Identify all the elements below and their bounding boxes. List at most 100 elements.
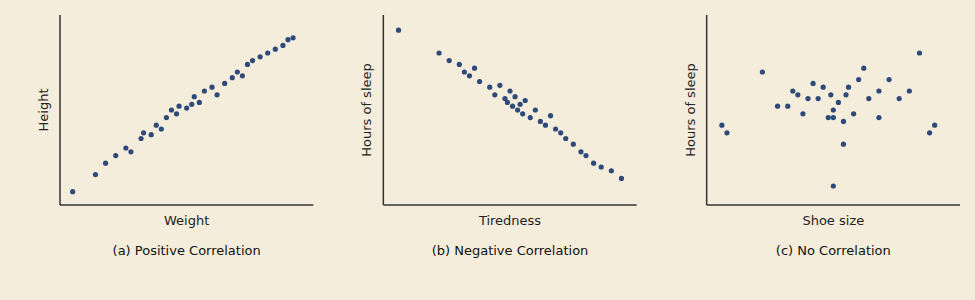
point — [250, 58, 255, 63]
point — [518, 102, 523, 107]
point — [558, 130, 563, 135]
caption: (a) Positive Correlation — [113, 243, 261, 258]
point — [436, 50, 441, 55]
panel: Shoe size Hours of sleep (c) No Correlatio… — [683, 15, 960, 258]
x-axis — [383, 204, 636, 206]
point — [154, 123, 159, 128]
point — [192, 94, 197, 99]
point — [280, 43, 285, 48]
points — [396, 28, 624, 181]
point — [619, 176, 624, 181]
x-axis — [707, 204, 960, 206]
point — [447, 58, 452, 63]
point — [907, 88, 912, 93]
point — [533, 107, 538, 112]
point — [927, 130, 932, 135]
point — [169, 107, 174, 112]
caption: (b) Negative Correlation — [432, 243, 589, 258]
point — [563, 136, 568, 141]
point — [174, 111, 179, 116]
point — [222, 81, 227, 86]
point — [214, 92, 219, 97]
y-axis — [59, 15, 61, 205]
x-axis-label: Weight — [164, 213, 209, 228]
point — [591, 161, 596, 166]
point — [836, 100, 841, 105]
point — [273, 47, 278, 52]
point — [876, 88, 881, 93]
point — [846, 85, 851, 90]
point — [719, 123, 724, 128]
point — [103, 161, 108, 166]
point — [457, 62, 462, 67]
x-axis — [60, 204, 313, 206]
point — [235, 69, 240, 74]
point — [396, 28, 401, 33]
point — [93, 172, 98, 177]
point — [520, 111, 525, 116]
point — [176, 104, 181, 109]
point — [523, 98, 528, 103]
point — [138, 136, 143, 141]
point — [141, 130, 146, 135]
y-axis-label: Hours of sleep — [683, 63, 698, 157]
point — [800, 111, 805, 116]
point — [487, 85, 492, 90]
point — [202, 88, 207, 93]
point — [149, 132, 154, 137]
point — [505, 100, 510, 105]
point — [164, 115, 169, 120]
point — [462, 69, 467, 74]
point — [821, 85, 826, 90]
caption: (c) No Correlation — [776, 243, 891, 258]
point — [510, 104, 515, 109]
point — [159, 126, 164, 131]
point — [841, 142, 846, 147]
points — [719, 50, 937, 188]
point — [528, 115, 533, 120]
point — [197, 100, 202, 105]
point — [856, 77, 861, 82]
point — [548, 113, 553, 118]
point — [290, 35, 295, 40]
point — [897, 96, 902, 101]
point — [831, 115, 836, 120]
panel: Weight Height (a) Positive Correlation — [36, 15, 313, 258]
point — [240, 73, 245, 78]
point — [258, 54, 263, 59]
point — [886, 77, 891, 82]
x-axis-label: Tiredness — [478, 213, 541, 228]
chart: Weight Height (a) Positive Correlation Tire… — [0, 0, 975, 300]
point — [805, 96, 810, 101]
point — [841, 119, 846, 124]
point — [826, 115, 831, 120]
point — [917, 50, 922, 55]
point — [265, 50, 270, 55]
point — [477, 79, 482, 84]
y-axis — [706, 15, 708, 205]
point — [543, 123, 548, 128]
point — [512, 94, 517, 99]
point — [831, 183, 836, 188]
point — [583, 153, 588, 158]
point — [831, 107, 836, 112]
point — [810, 81, 815, 86]
point — [515, 107, 520, 112]
point — [932, 123, 937, 128]
x-axis-label: Shoe size — [802, 213, 864, 228]
point — [760, 69, 765, 74]
point — [775, 104, 780, 109]
points — [70, 35, 296, 194]
y-axis-label: Height — [36, 89, 51, 132]
point — [184, 106, 189, 111]
point — [795, 92, 800, 97]
point — [609, 168, 614, 173]
point — [571, 142, 576, 147]
point — [785, 104, 790, 109]
point — [861, 66, 866, 71]
point — [578, 149, 583, 154]
point — [230, 75, 235, 80]
point — [497, 83, 502, 88]
point — [128, 149, 133, 154]
point — [816, 96, 821, 101]
